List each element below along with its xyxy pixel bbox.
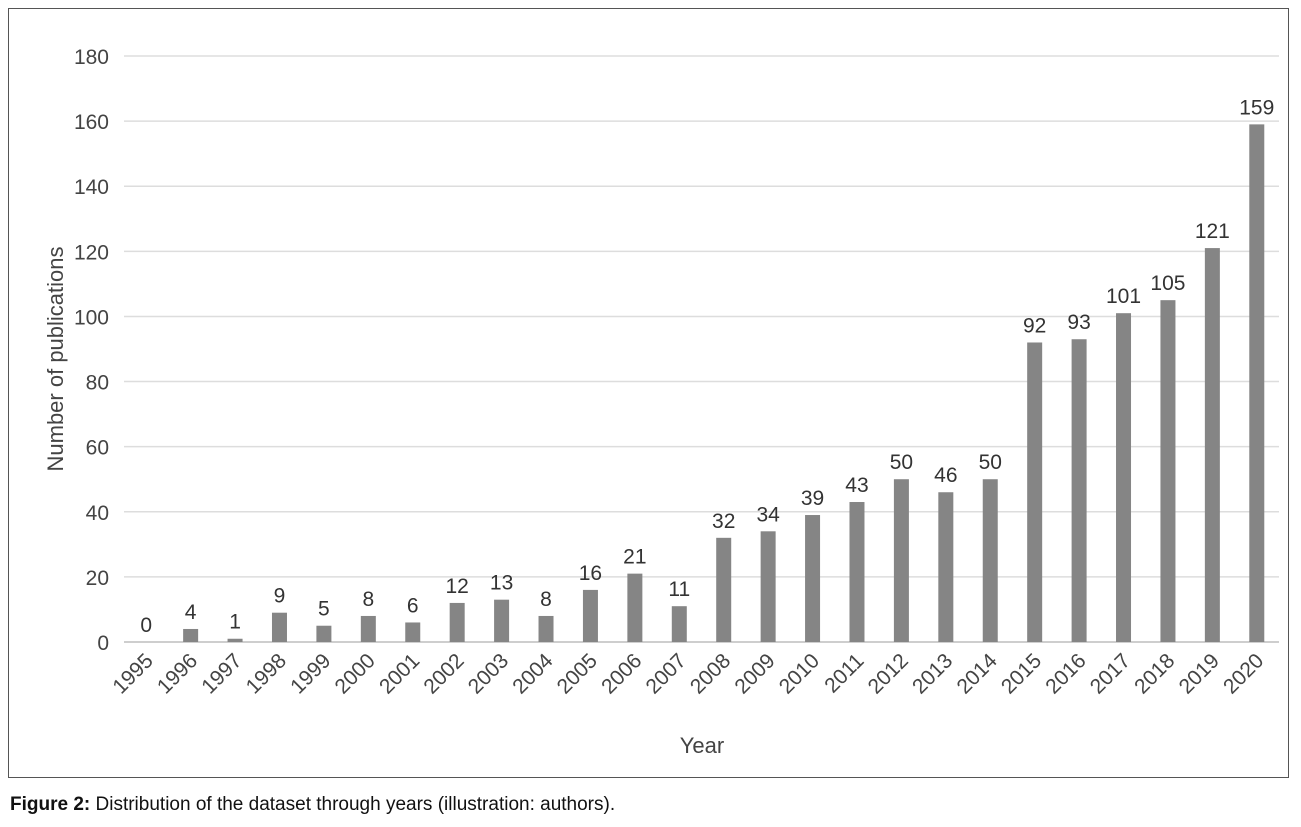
x-tick-label: 2001 bbox=[375, 649, 424, 698]
bar bbox=[805, 515, 821, 642]
x-tick-label: 1996 bbox=[153, 649, 202, 698]
data-label: 46 bbox=[934, 464, 957, 487]
x-tick-label: 2010 bbox=[775, 649, 824, 698]
x-tick-label: 2016 bbox=[1041, 649, 1090, 698]
data-label: 1 bbox=[229, 611, 241, 634]
data-label: 11 bbox=[668, 578, 690, 601]
bar bbox=[1160, 300, 1176, 642]
x-tick-label: 2020 bbox=[1219, 649, 1268, 698]
x-tick-label: 1998 bbox=[242, 649, 291, 698]
bar bbox=[1027, 342, 1043, 642]
bar bbox=[1116, 313, 1132, 642]
data-label: 8 bbox=[540, 588, 552, 611]
bar bbox=[760, 531, 776, 642]
x-tick-label: 2004 bbox=[508, 649, 558, 699]
y-tick-label: 120 bbox=[74, 241, 109, 264]
gridlines bbox=[124, 55, 1279, 643]
x-tick-label: 2014 bbox=[952, 649, 1002, 699]
y-tick-label: 160 bbox=[74, 111, 109, 134]
chart-frame: 0 20 40 60 80 100 120 140 160 180 1995 1996 1997 1998… bbox=[8, 8, 1289, 778]
bar bbox=[671, 606, 687, 642]
y-tick-label: 40 bbox=[86, 502, 109, 525]
data-label: 43 bbox=[845, 474, 868, 497]
data-label: 34 bbox=[756, 503, 780, 526]
data-label: 12 bbox=[445, 575, 468, 598]
bar bbox=[183, 628, 199, 642]
y-tick-label: 80 bbox=[86, 372, 109, 395]
y-tick-label: 0 bbox=[97, 632, 109, 655]
caption-label: Figure 2: bbox=[10, 794, 91, 815]
x-tick-label: 2006 bbox=[597, 649, 646, 698]
y-tick-label: 20 bbox=[86, 567, 109, 590]
x-tick-label: 2011 bbox=[820, 649, 868, 697]
data-label: 8 bbox=[362, 588, 374, 611]
bar bbox=[1071, 339, 1087, 642]
x-tick-label: 1999 bbox=[286, 649, 335, 698]
data-labels: 0 4 1 9 5 8 6 12 13 8 16 21 11 32 34 39 43 50 46 50 92 93 101 1… bbox=[140, 96, 1274, 637]
data-label: 159 bbox=[1239, 96, 1274, 119]
data-label: 93 bbox=[1067, 311, 1090, 334]
bar bbox=[982, 479, 998, 642]
y-tick-label: 60 bbox=[86, 437, 109, 460]
bar bbox=[1249, 124, 1265, 642]
bar bbox=[1204, 248, 1220, 643]
x-tick-label: 2000 bbox=[331, 649, 380, 698]
data-label: 32 bbox=[712, 510, 735, 533]
bar bbox=[405, 622, 421, 642]
bar bbox=[716, 537, 732, 642]
x-axis-title: Year bbox=[680, 733, 724, 758]
data-label: 92 bbox=[1023, 314, 1046, 337]
data-label: 101 bbox=[1106, 285, 1141, 308]
y-axis-title: Number of publications bbox=[43, 246, 68, 471]
bar bbox=[360, 615, 376, 642]
x-tick-label: 2003 bbox=[464, 649, 513, 698]
bar bbox=[849, 502, 865, 642]
x-tick-label: 2012 bbox=[864, 649, 913, 698]
x-tick-label: 2009 bbox=[730, 649, 779, 698]
data-label: 5 bbox=[318, 598, 330, 621]
caption-text: Distribution of the dataset through year… bbox=[90, 794, 616, 815]
bar bbox=[938, 492, 954, 642]
x-tick-label: 2005 bbox=[553, 649, 602, 698]
y-tick-label: 140 bbox=[74, 176, 109, 199]
x-tick-label: 1995 bbox=[108, 649, 157, 698]
data-label: 13 bbox=[490, 572, 513, 595]
bar bbox=[449, 602, 465, 642]
bars bbox=[183, 124, 1265, 643]
data-label: 4 bbox=[185, 601, 197, 624]
data-label: 0 bbox=[140, 614, 152, 637]
x-tick-label: 2007 bbox=[642, 649, 691, 698]
data-label: 9 bbox=[274, 585, 286, 608]
x-tick-label: 2008 bbox=[686, 649, 735, 698]
x-tick-label: 2015 bbox=[997, 649, 1046, 698]
bar bbox=[271, 612, 287, 642]
data-label: 6 bbox=[407, 594, 419, 617]
x-tick-label: 2019 bbox=[1175, 649, 1224, 698]
bar bbox=[893, 479, 909, 642]
y-tick-label: 180 bbox=[74, 46, 109, 69]
x-tick-label: 1997 bbox=[197, 649, 246, 698]
data-label: 50 bbox=[890, 451, 913, 474]
bar bbox=[627, 573, 643, 642]
x-tick-label: 2017 bbox=[1086, 649, 1135, 698]
x-tick-label: 2018 bbox=[1130, 649, 1179, 698]
data-label: 121 bbox=[1195, 220, 1230, 243]
data-label: 16 bbox=[579, 562, 602, 585]
data-label: 21 bbox=[623, 546, 646, 569]
bar bbox=[538, 615, 554, 642]
bar bbox=[227, 638, 243, 642]
x-tick-label: 2002 bbox=[419, 649, 468, 698]
bar bbox=[494, 599, 510, 642]
bar bbox=[316, 625, 332, 642]
data-label: 39 bbox=[801, 487, 824, 510]
x-tick-label: 2013 bbox=[908, 649, 957, 698]
bar bbox=[582, 589, 598, 642]
y-tick-label: 100 bbox=[74, 306, 109, 329]
figure-caption: Figure 2: Distribution of the dataset th… bbox=[10, 794, 615, 816]
data-label: 105 bbox=[1150, 272, 1185, 295]
bar-chart: 0204060801001201401601801995199619971998… bbox=[43, 46, 1279, 758]
data-label: 50 bbox=[979, 451, 1002, 474]
